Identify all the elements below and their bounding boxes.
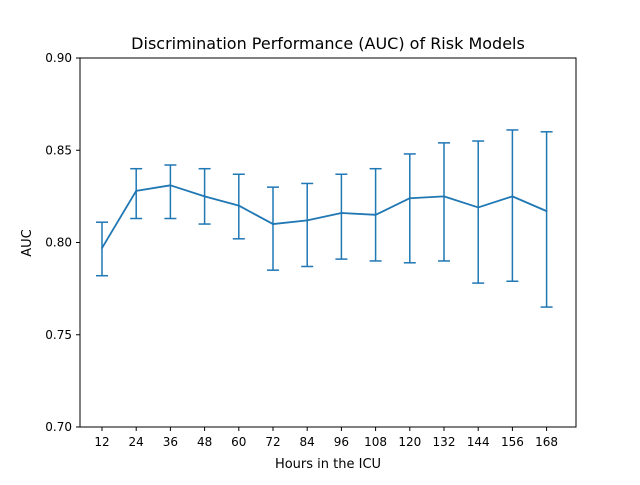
auc-data-point <box>477 206 480 209</box>
chart-title: Discrimination Performance (AUC) of Risk… <box>131 34 525 53</box>
auc-data-point <box>511 195 514 198</box>
auc-data-point <box>443 195 445 198</box>
y-tick-label: 0.75 <box>45 328 72 342</box>
x-tick-label: 72 <box>265 435 280 449</box>
y-axis-label: AUC <box>20 229 35 257</box>
x-tick-label: 96 <box>334 435 349 449</box>
auc-data-point <box>408 197 411 200</box>
series-layer <box>101 184 548 249</box>
auc-data-point <box>306 219 309 222</box>
x-tick-label: 24 <box>129 435 144 449</box>
auc-data-point <box>545 210 548 213</box>
plot-area-frame <box>79 57 577 428</box>
x-tick-label: 84 <box>300 435 315 449</box>
x-tick-label: 120 <box>398 435 421 449</box>
auc-data-point <box>169 184 172 187</box>
x-tick-label: 144 <box>467 435 490 449</box>
x-tick-label: 156 <box>501 435 524 449</box>
auc-data-point <box>135 189 138 192</box>
auc-data-point <box>203 195 206 198</box>
x-axis-ticks: 12 24 36 48 60 72 84 96 108 120 132 144 156 168 <box>94 427 558 449</box>
auc-data-point <box>101 247 103 249</box>
auc-data-point <box>237 204 240 207</box>
x-tick-label: 108 <box>364 435 387 449</box>
x-tick-label: 12 <box>94 435 109 449</box>
y-tick-label: 0.70 <box>45 420 72 434</box>
x-tick-label: 48 <box>197 435 212 449</box>
x-axis-label: Hours in the ICU <box>275 457 381 472</box>
auc-data-point <box>374 213 377 216</box>
auc-data-point <box>272 223 274 225</box>
x-tick-label: 60 <box>231 435 246 449</box>
y-tick-label: 0.85 <box>45 143 72 157</box>
y-tick-label: 0.90 <box>45 51 72 65</box>
auc-data-point <box>340 212 343 214</box>
auc-series-line <box>101 184 547 249</box>
x-tick-label: 132 <box>433 435 456 449</box>
x-tick-label: 36 <box>163 435 178 449</box>
y-axis-ticks: 0.70 0.75 0.80 0.85 0.90 <box>45 51 80 434</box>
y-tick-label: 0.80 <box>45 236 72 250</box>
x-tick-label: 168 <box>535 435 558 449</box>
